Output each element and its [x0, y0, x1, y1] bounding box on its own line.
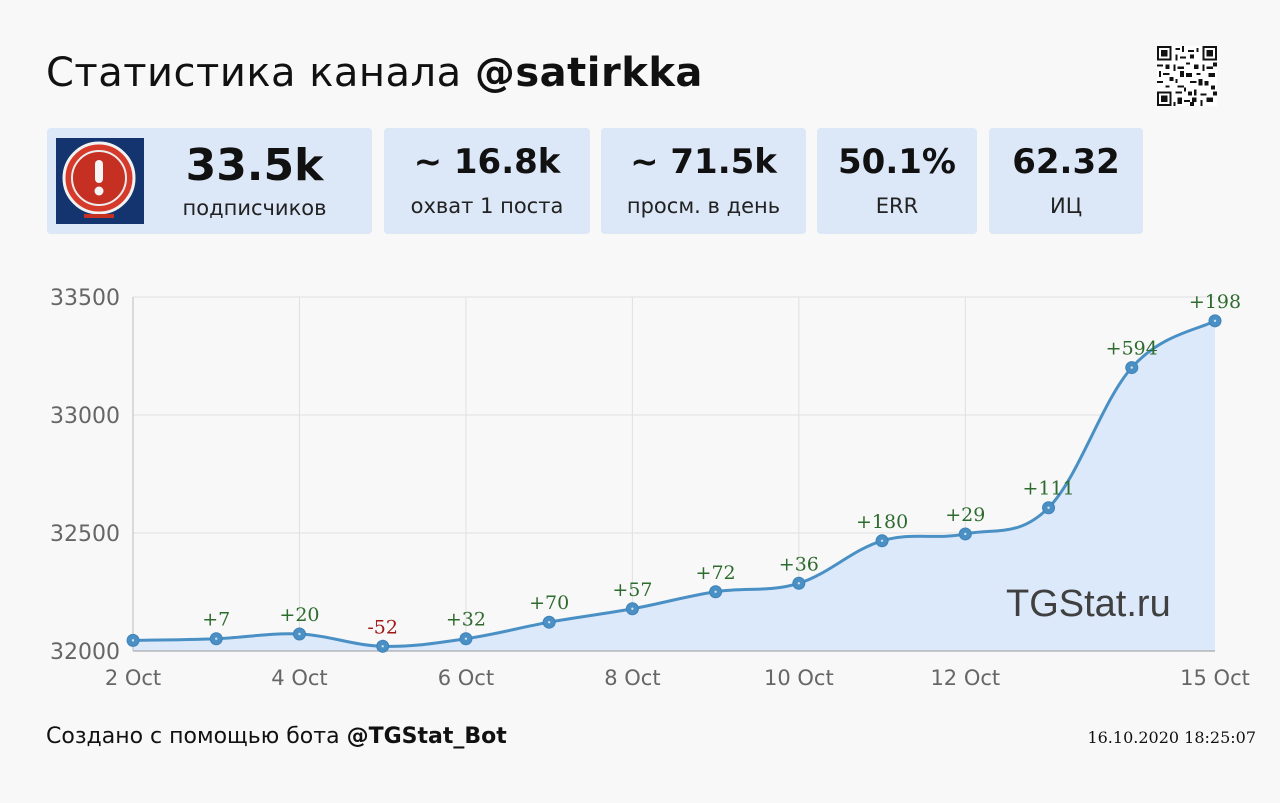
delta-label: +72 — [696, 562, 736, 584]
y-tick-label: 32500 — [50, 522, 120, 547]
delta-label: +29 — [945, 504, 985, 526]
data-point-center — [131, 639, 135, 642]
data-point-center — [797, 582, 801, 585]
channel-avatar — [56, 138, 144, 224]
data-point-center — [964, 532, 967, 536]
data-point-center — [298, 632, 301, 636]
data-point-center — [464, 637, 468, 640]
stat-label: подписчиков — [182, 196, 327, 220]
x-tick-label: 2 Oct — [105, 666, 161, 690]
stat-card-daily-views: ~ 71.5k просм. в день — [601, 128, 806, 234]
timestamp: 16.10.2020 18:25:07 — [1087, 728, 1256, 747]
stat-label: ERR — [875, 194, 919, 218]
data-point-center — [714, 590, 717, 593]
watermark: TGStat.ru — [1006, 583, 1171, 625]
stat-label: просм. в день — [626, 194, 781, 218]
data-point-center — [631, 607, 634, 610]
y-tick-label: 33000 — [50, 404, 120, 429]
delta-labels: +7 +20 -52 +32 +70 +57 +72 +36 +180 +29 +111 +594 +1… — [202, 291, 1241, 638]
footer-credit: Создано с помощью бота @TGStat_Bot — [46, 724, 507, 749]
x-tick-label: 15 Oct — [1180, 666, 1250, 690]
stat-value: 33.5k — [185, 140, 324, 191]
stat-card-err: 50.1% ERR — [817, 128, 977, 234]
area-fill — [133, 320, 1215, 651]
x-tick-label: 8 Oct — [604, 666, 660, 690]
title-prefix: Статистика канала — [46, 50, 462, 96]
data-point-center — [381, 645, 384, 648]
x-tick-label: 6 Oct — [438, 666, 494, 690]
delta-label: -52 — [367, 616, 398, 638]
alert-icon — [56, 138, 144, 224]
delta-label: +198 — [1189, 291, 1241, 313]
y-tick-label: 33500 — [50, 286, 120, 311]
delta-label: +20 — [279, 604, 319, 626]
x-tick-label: 10 Oct — [764, 666, 834, 690]
channel-handle: @satirkka — [474, 50, 703, 96]
stat-label: охват 1 поста — [410, 194, 564, 218]
page-title: Статистика канала @satirkka — [46, 50, 703, 96]
stat-label: ИЦ — [1049, 194, 1082, 218]
bot-link[interactable]: @TGStat_Bot — [346, 724, 507, 749]
data-point-center — [1213, 319, 1217, 323]
stat-card-subscribers: 33.5k подписчиков — [47, 128, 372, 234]
data-point-center — [215, 637, 218, 640]
stat-value: ~ 71.5k — [630, 142, 777, 182]
stat-value: 50.1% — [838, 142, 956, 182]
x-tick-label: 4 Oct — [271, 666, 327, 690]
data-points — [126, 314, 1222, 653]
delta-label: +57 — [612, 579, 652, 601]
footer-text: Создано с помощью бота — [46, 724, 340, 749]
data-point-center — [880, 539, 884, 542]
delta-label: +36 — [779, 553, 819, 575]
stat-value: 62.32 — [1012, 142, 1120, 182]
delta-label: +70 — [529, 592, 569, 614]
delta-label: +594 — [1106, 338, 1158, 360]
delta-label: +32 — [446, 609, 486, 631]
x-tick-label: 12 Oct — [930, 666, 1000, 690]
data-point-center — [1047, 506, 1050, 509]
stat-card-ic: 62.32 ИЦ — [989, 128, 1143, 234]
delta-label: +111 — [1022, 478, 1074, 500]
delta-label: +7 — [202, 609, 230, 631]
data-point-center — [1130, 366, 1133, 369]
delta-label: +180 — [856, 511, 908, 533]
qr-code-icon — [1157, 46, 1217, 106]
x-tick-labels: 2 Oct 4 Oct 6 Oct 8 Oct 10 Oct 12 Oct 15 Oct — [105, 666, 1250, 690]
y-tick-label: 32000 — [50, 640, 120, 665]
stat-value: ~ 16.8k — [413, 142, 561, 182]
data-point-center — [547, 621, 551, 624]
stat-card-reach: ~ 16.8k охват 1 поста — [384, 128, 590, 234]
y-tick-labels: 33500 33000 32500 32000 — [50, 286, 120, 665]
